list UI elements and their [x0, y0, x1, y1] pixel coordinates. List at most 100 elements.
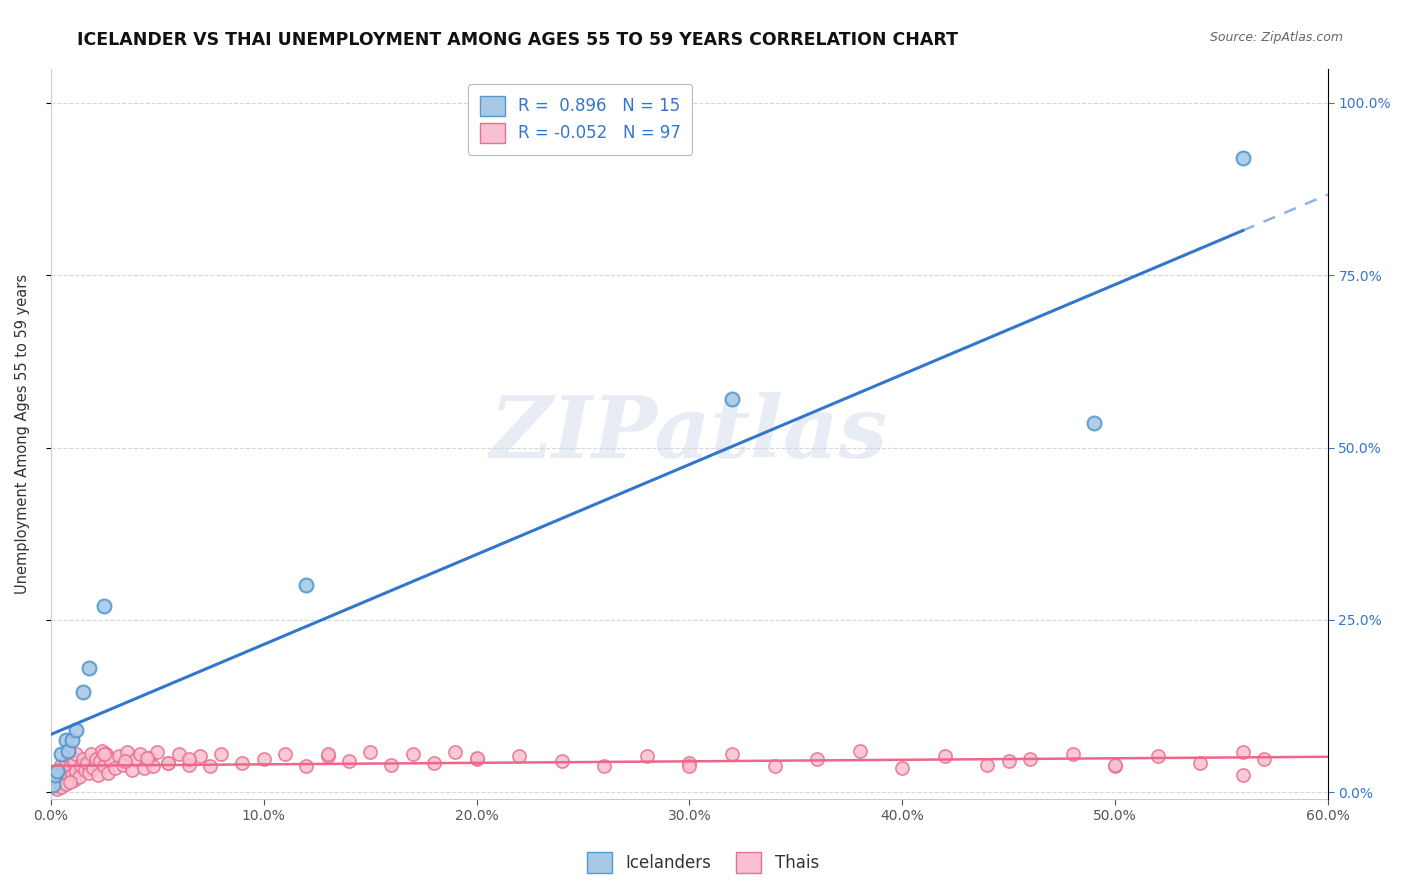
Point	[316, 749, 339, 764]
Text: ICELANDER VS THAI UNEMPLOYMENT AMONG AGES 55 TO 59 YEARS CORRELATION CHART: ICELANDER VS THAI UNEMPLOYMENT AMONG AGE…	[77, 31, 959, 49]
Point	[423, 756, 446, 771]
Point	[1104, 757, 1126, 772]
Point	[100, 752, 122, 766]
Point	[89, 754, 111, 768]
Point	[93, 747, 115, 762]
Point	[636, 749, 658, 764]
Point	[444, 745, 467, 759]
Point	[82, 761, 104, 775]
Point	[274, 747, 297, 762]
Point	[60, 768, 83, 782]
Y-axis label: Unemployment Among Ages 55 to 59 years: Unemployment Among Ages 55 to 59 years	[15, 274, 30, 594]
Point	[550, 754, 572, 768]
Point	[73, 763, 96, 777]
Point	[593, 759, 616, 773]
Point	[112, 757, 135, 772]
Point	[1019, 752, 1042, 766]
Point	[934, 749, 956, 764]
Point	[51, 780, 73, 794]
Point	[806, 752, 828, 766]
Point	[55, 765, 77, 780]
Point	[90, 744, 112, 758]
Point	[51, 747, 73, 762]
Point	[465, 750, 488, 764]
Point	[1253, 752, 1275, 766]
Point	[848, 744, 870, 758]
Point	[60, 750, 83, 764]
Point	[77, 661, 100, 675]
Point	[135, 750, 157, 764]
Point	[55, 777, 77, 791]
Point	[167, 747, 190, 762]
Point	[44, 772, 66, 787]
Point	[77, 765, 100, 780]
Point	[42, 768, 65, 782]
Point	[209, 747, 232, 762]
Point	[1146, 749, 1168, 764]
Point	[51, 777, 73, 791]
Point	[200, 759, 222, 773]
Point	[93, 759, 115, 773]
Point	[51, 757, 73, 772]
Point	[46, 774, 69, 789]
Point	[678, 759, 700, 773]
Point	[997, 754, 1019, 768]
Point	[156, 756, 179, 771]
Point	[1104, 759, 1126, 773]
Point	[253, 752, 276, 766]
Point	[117, 745, 139, 759]
Point	[721, 392, 744, 407]
Point	[1232, 768, 1254, 782]
Point	[93, 599, 115, 613]
Point	[96, 747, 118, 762]
Point	[55, 733, 77, 747]
Point	[56, 772, 79, 786]
Point	[86, 768, 108, 782]
Point	[721, 747, 744, 762]
Point	[48, 770, 70, 784]
Point	[125, 752, 148, 766]
Point	[179, 752, 201, 766]
Point	[465, 752, 488, 766]
Point	[508, 749, 530, 764]
Point	[231, 756, 253, 771]
Point	[46, 764, 69, 779]
Point	[63, 772, 86, 787]
Point	[359, 745, 381, 759]
Point	[56, 744, 79, 758]
Point	[1232, 745, 1254, 759]
Point	[1232, 151, 1254, 165]
Point	[80, 747, 103, 762]
Point	[60, 733, 83, 747]
Point	[46, 781, 69, 796]
Point	[63, 756, 86, 771]
Point	[678, 756, 700, 771]
Point	[763, 759, 786, 773]
Point	[316, 747, 339, 762]
Point	[59, 774, 82, 789]
Point	[129, 747, 152, 762]
Point	[114, 754, 136, 768]
Legend: R =  0.896   N = 15, R = -0.052   N = 97: R = 0.896 N = 15, R = -0.052 N = 97	[468, 84, 692, 155]
Point	[976, 757, 998, 772]
Point	[44, 768, 66, 782]
Point	[67, 770, 90, 784]
Point	[65, 764, 87, 779]
Point	[179, 757, 201, 772]
Point	[402, 747, 425, 762]
Point	[188, 749, 211, 764]
Point	[891, 761, 914, 775]
Point	[134, 761, 156, 775]
Point	[65, 723, 87, 738]
Point	[69, 759, 91, 773]
Point	[121, 763, 143, 777]
Text: Source: ZipAtlas.com: Source: ZipAtlas.com	[1209, 31, 1343, 45]
Point	[52, 761, 75, 775]
Point	[337, 754, 360, 768]
Point	[84, 752, 107, 766]
Point	[142, 759, 165, 773]
Point	[97, 765, 120, 780]
Point	[104, 761, 127, 775]
Point	[295, 759, 318, 773]
Point	[46, 764, 69, 779]
